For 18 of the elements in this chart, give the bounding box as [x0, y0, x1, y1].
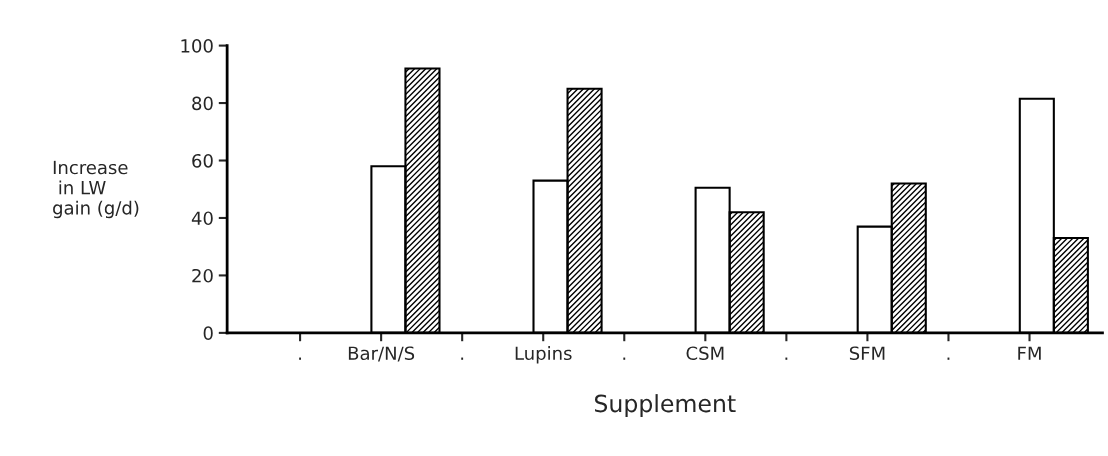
x-tick-label: SFM — [849, 346, 885, 361]
y-tick-label: 0 — [203, 326, 213, 340]
x-tick-label: . — [299, 357, 302, 360]
x-axis-title: Supplement — [594, 394, 736, 417]
y-tick-label: 40 — [191, 211, 213, 226]
x-tick-label: . — [461, 357, 464, 360]
y-tick-label: 100 — [181, 39, 213, 53]
y-tick-label: 80 — [192, 96, 213, 111]
x-tick-label: Lupins — [515, 346, 572, 364]
x-tick-label: . — [947, 357, 950, 360]
x-tick-label: Bar/N/S — [348, 346, 415, 362]
x-tick-label: . — [785, 357, 788, 360]
x-tick-label: . — [623, 357, 626, 360]
y-tick-label: 20 — [192, 268, 213, 283]
y-axis-title: Increase in LW gain (g/d) — [53, 160, 139, 219]
x-tick-label: CSM — [686, 346, 724, 361]
y-tick-label: 60 — [192, 153, 213, 168]
x-tick-label: FM — [1018, 346, 1041, 360]
